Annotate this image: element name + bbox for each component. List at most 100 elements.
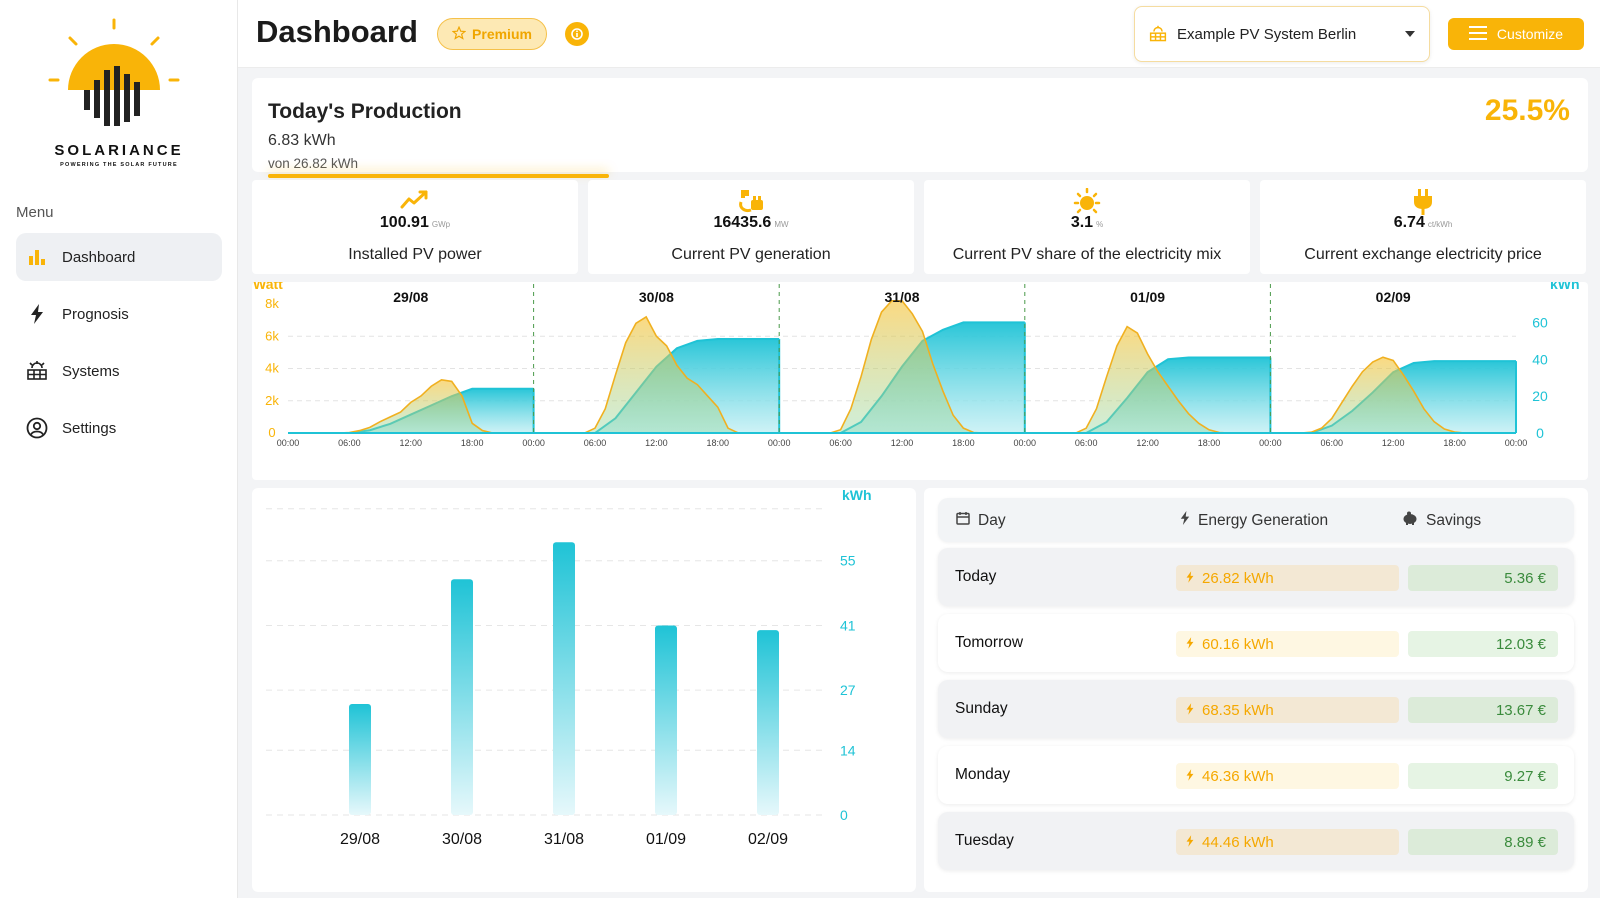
- bar: [451, 579, 473, 815]
- stat-unit: %: [1096, 220, 1104, 229]
- premium-badge[interactable]: Premium: [437, 18, 547, 50]
- stat-value: 16435.6: [713, 214, 772, 231]
- x-tick-label: 12:00: [400, 438, 423, 448]
- plug-panel-icon: [588, 188, 914, 214]
- sidebar-item-prognosis[interactable]: Prognosis: [16, 290, 222, 338]
- system-select[interactable]: Example PV System Berlin: [1134, 6, 1430, 62]
- lightning-icon: [1186, 570, 1194, 587]
- row-energy-value: 60.16 kWh: [1202, 635, 1274, 653]
- table-row: Today 26.82 kWh 5.36 €: [938, 548, 1574, 606]
- power-area: [779, 300, 1025, 433]
- user-circle-icon: [26, 417, 48, 439]
- stat-unit: GWp: [431, 220, 451, 229]
- day-label: 29/08: [393, 289, 428, 305]
- header-label: Energy Generation: [1198, 511, 1329, 529]
- stat-electricity-price: 6.74 ct/kWh Current exchange electricity …: [1260, 180, 1586, 274]
- header-label: Day: [978, 511, 1006, 529]
- power-line: [533, 315, 780, 434]
- row-day: Tomorrow: [955, 634, 1024, 651]
- bar: [349, 704, 371, 815]
- table-row: Sunday 68.35 kWh 13.67 €: [938, 680, 1574, 738]
- y-tick-label-left: 2k: [265, 393, 279, 408]
- lightning-icon: [1186, 702, 1194, 719]
- x-tick-label: 18:00: [1198, 438, 1221, 448]
- page-title: Dashboard: [256, 14, 418, 49]
- solariance-logo: [48, 18, 180, 126]
- star-icon: [451, 25, 467, 43]
- x-tick-label: 29/08: [340, 831, 380, 848]
- row-energy: 46.36 kWh: [1176, 763, 1399, 789]
- power-line: [1270, 356, 1516, 434]
- x-tick-label: 12:00: [1382, 438, 1405, 448]
- header-label: Savings: [1426, 511, 1482, 529]
- solar-panel-icon: [26, 360, 48, 382]
- stat-label: Installed PV power: [348, 246, 482, 263]
- production-progress-bar: [268, 174, 609, 178]
- sidebar: SOLARIANCE POWERING THE SOLAR FUTURE Men…: [0, 0, 238, 898]
- sidebar-item-label: Dashboard: [62, 248, 136, 266]
- x-tick-label: 00:00: [1505, 438, 1528, 448]
- row-savings: 8.89 €: [1408, 829, 1558, 855]
- sidebar-item-settings[interactable]: Settings: [16, 404, 222, 452]
- x-tick-label: 12:00: [645, 438, 668, 448]
- y-tick-label-left: 8k: [265, 296, 279, 311]
- table-row: Tuesday 44.46 kWh 8.89 €: [938, 812, 1574, 870]
- x-tick-label: 06:00: [584, 438, 607, 448]
- row-day: Today: [955, 568, 997, 585]
- production-total: von 26.82 kWh: [268, 156, 359, 171]
- sidebar-item-systems[interactable]: Systems: [16, 347, 222, 395]
- lightning-icon: [1180, 511, 1190, 530]
- brand-name: SOLARIANCE: [54, 142, 184, 159]
- row-energy: 26.82 kWh: [1176, 565, 1399, 591]
- power-line: [1024, 325, 1271, 434]
- x-tick-label: 12:00: [891, 438, 914, 448]
- left-axis-unit: Watt: [253, 282, 283, 292]
- sidebar-item-dashboard[interactable]: Dashboard: [16, 233, 222, 281]
- stat-value: 100.91: [379, 214, 429, 231]
- x-tick-label: 18:00: [461, 438, 484, 448]
- x-tick-label: 18:00: [1443, 438, 1466, 448]
- stat-unit: MW: [774, 220, 789, 229]
- lightning-icon: [1186, 768, 1194, 785]
- row-savings: 5.36 €: [1408, 565, 1558, 591]
- y-tick-label: 41: [840, 617, 856, 633]
- system-select-value: Example PV System Berlin: [1177, 25, 1357, 43]
- production-area-chart: 0 2k 4k 6k 8k Watt 0 20 40 60 kWh 29/08 00:00 06:00 12…: [252, 276, 1588, 480]
- power-area: [1024, 326, 1271, 433]
- table-row: Monday 46.36 kWh 9.27 €: [938, 746, 1574, 804]
- x-tick-label: 06:00: [1321, 438, 1344, 448]
- y-tick-label: 14: [840, 742, 856, 758]
- row-day: Monday: [955, 766, 1011, 783]
- row-energy-value: 44.46 kWh: [1202, 833, 1274, 851]
- x-tick-label: 01/09: [646, 831, 686, 848]
- y-tick-label: 0: [840, 807, 848, 823]
- sun-icon: [924, 188, 1250, 214]
- row-day: Tuesday: [955, 832, 1014, 849]
- row-savings: 9.27 €: [1408, 763, 1558, 789]
- bar: [655, 625, 677, 815]
- row-day: Sunday: [955, 700, 1008, 717]
- bar: [757, 630, 779, 815]
- y-tick-label-left: 0: [268, 425, 275, 440]
- header-energy: Energy Generation: [1180, 511, 1328, 530]
- piggy-bank-icon: [1402, 511, 1418, 530]
- x-tick-label: 00:00: [522, 438, 545, 448]
- y-tick-label-right: 0: [1536, 425, 1544, 441]
- y-tick-label-left: 4k: [265, 361, 279, 376]
- y-tick-label-right: 20: [1532, 388, 1548, 404]
- x-tick-label: 00:00: [768, 438, 791, 448]
- stat-pv-share: 3.1% Current PV share of the electricity…: [924, 180, 1250, 274]
- stat-value: 3.1: [1070, 214, 1094, 231]
- lightning-icon: [1186, 636, 1194, 653]
- stat-current-pv-generation: 16435.6 MW Current PV generation: [588, 180, 914, 274]
- stat-label: Current exchange electricity price: [1304, 246, 1542, 263]
- info-icon[interactable]: [565, 22, 589, 46]
- chevron-down-icon: [1405, 31, 1415, 37]
- lightning-icon: [1186, 834, 1194, 851]
- row-energy: 44.46 kWh: [1176, 829, 1399, 855]
- row-savings: 12.03 €: [1408, 631, 1558, 657]
- menu-icon: [1468, 25, 1487, 43]
- stat-installed-pv-power: 100.91 GWp Installed PV power: [252, 180, 578, 274]
- production-percent: 25.5%: [1484, 94, 1570, 127]
- customize-button[interactable]: Customize: [1448, 18, 1584, 50]
